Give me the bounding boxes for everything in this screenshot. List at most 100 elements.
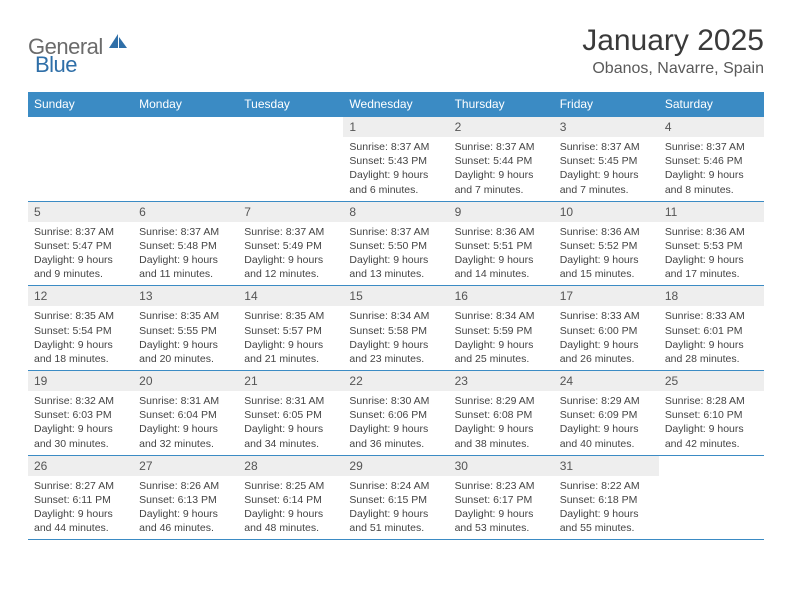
location: Obanos, Navarre, Spain <box>582 60 764 78</box>
day-number: 22 <box>343 371 448 391</box>
day-number: 10 <box>554 202 659 222</box>
day-cell: 7Sunrise: 8:37 AMSunset: 5:49 PMDaylight… <box>238 201 343 286</box>
logo-text-blue-wrap: Blue <box>34 52 77 78</box>
day-number: 4 <box>659 117 764 137</box>
logo-text-blue: Blue <box>35 52 77 77</box>
weekday-sunday: Sunday <box>28 92 133 117</box>
day-number: 25 <box>659 371 764 391</box>
day-cell: 21Sunrise: 8:31 AMSunset: 6:05 PMDayligh… <box>238 371 343 456</box>
day-info: Sunrise: 8:27 AMSunset: 6:11 PMDaylight:… <box>28 476 133 540</box>
day-cell: 18Sunrise: 8:33 AMSunset: 6:01 PMDayligh… <box>659 286 764 371</box>
empty-cell <box>28 117 133 202</box>
day-info: Sunrise: 8:30 AMSunset: 6:06 PMDaylight:… <box>343 391 448 455</box>
day-cell: 17Sunrise: 8:33 AMSunset: 6:00 PMDayligh… <box>554 286 659 371</box>
day-cell: 23Sunrise: 8:29 AMSunset: 6:08 PMDayligh… <box>449 371 554 456</box>
day-cell: 31Sunrise: 8:22 AMSunset: 6:18 PMDayligh… <box>554 455 659 540</box>
weekday-thursday: Thursday <box>449 92 554 117</box>
page: General January 2025 Obanos, Navarre, Sp… <box>0 0 792 560</box>
day-cell: 27Sunrise: 8:26 AMSunset: 6:13 PMDayligh… <box>133 455 238 540</box>
day-number: 16 <box>449 286 554 306</box>
day-info: Sunrise: 8:35 AMSunset: 5:57 PMDaylight:… <box>238 306 343 370</box>
day-number: 17 <box>554 286 659 306</box>
day-number: 23 <box>449 371 554 391</box>
day-info: Sunrise: 8:37 AMSunset: 5:48 PMDaylight:… <box>133 222 238 286</box>
day-cell: 15Sunrise: 8:34 AMSunset: 5:58 PMDayligh… <box>343 286 448 371</box>
day-cell: 11Sunrise: 8:36 AMSunset: 5:53 PMDayligh… <box>659 201 764 286</box>
month-title: January 2025 <box>582 24 764 58</box>
day-info: Sunrise: 8:24 AMSunset: 6:15 PMDaylight:… <box>343 476 448 540</box>
day-number: 3 <box>554 117 659 137</box>
day-number: 11 <box>659 202 764 222</box>
day-number: 19 <box>28 371 133 391</box>
weekday-wednesday: Wednesday <box>343 92 448 117</box>
weekday-saturday: Saturday <box>659 92 764 117</box>
day-cell: 24Sunrise: 8:29 AMSunset: 6:09 PMDayligh… <box>554 371 659 456</box>
weekday-monday: Monday <box>133 92 238 117</box>
day-info: Sunrise: 8:32 AMSunset: 6:03 PMDaylight:… <box>28 391 133 455</box>
day-info: Sunrise: 8:28 AMSunset: 6:10 PMDaylight:… <box>659 391 764 455</box>
day-cell: 5Sunrise: 8:37 AMSunset: 5:47 PMDaylight… <box>28 201 133 286</box>
day-cell: 10Sunrise: 8:36 AMSunset: 5:52 PMDayligh… <box>554 201 659 286</box>
day-info: Sunrise: 8:36 AMSunset: 5:53 PMDaylight:… <box>659 222 764 286</box>
day-number: 1 <box>343 117 448 137</box>
table-row: 12Sunrise: 8:35 AMSunset: 5:54 PMDayligh… <box>28 286 764 371</box>
day-cell: 1Sunrise: 8:37 AMSunset: 5:43 PMDaylight… <box>343 117 448 202</box>
day-cell: 2Sunrise: 8:37 AMSunset: 5:44 PMDaylight… <box>449 117 554 202</box>
day-cell: 8Sunrise: 8:37 AMSunset: 5:50 PMDaylight… <box>343 201 448 286</box>
day-cell: 16Sunrise: 8:34 AMSunset: 5:59 PMDayligh… <box>449 286 554 371</box>
day-info: Sunrise: 8:31 AMSunset: 6:04 PMDaylight:… <box>133 391 238 455</box>
day-info: Sunrise: 8:31 AMSunset: 6:05 PMDaylight:… <box>238 391 343 455</box>
day-cell: 6Sunrise: 8:37 AMSunset: 5:48 PMDaylight… <box>133 201 238 286</box>
calendar-body: 1Sunrise: 8:37 AMSunset: 5:43 PMDaylight… <box>28 117 764 540</box>
day-cell: 4Sunrise: 8:37 AMSunset: 5:46 PMDaylight… <box>659 117 764 202</box>
day-number: 26 <box>28 456 133 476</box>
day-cell: 20Sunrise: 8:31 AMSunset: 6:04 PMDayligh… <box>133 371 238 456</box>
day-cell: 14Sunrise: 8:35 AMSunset: 5:57 PMDayligh… <box>238 286 343 371</box>
day-info: Sunrise: 8:23 AMSunset: 6:17 PMDaylight:… <box>449 476 554 540</box>
day-info: Sunrise: 8:37 AMSunset: 5:44 PMDaylight:… <box>449 137 554 201</box>
day-info: Sunrise: 8:29 AMSunset: 6:08 PMDaylight:… <box>449 391 554 455</box>
weekday-friday: Friday <box>554 92 659 117</box>
empty-cell <box>133 117 238 202</box>
day-info: Sunrise: 8:37 AMSunset: 5:46 PMDaylight:… <box>659 137 764 201</box>
day-info: Sunrise: 8:35 AMSunset: 5:54 PMDaylight:… <box>28 306 133 370</box>
day-info: Sunrise: 8:33 AMSunset: 6:01 PMDaylight:… <box>659 306 764 370</box>
empty-cell <box>238 117 343 202</box>
weekday-tuesday: Tuesday <box>238 92 343 117</box>
day-number: 8 <box>343 202 448 222</box>
day-cell: 28Sunrise: 8:25 AMSunset: 6:14 PMDayligh… <box>238 455 343 540</box>
day-cell: 26Sunrise: 8:27 AMSunset: 6:11 PMDayligh… <box>28 455 133 540</box>
day-number: 20 <box>133 371 238 391</box>
day-number: 12 <box>28 286 133 306</box>
calendar-table: SundayMondayTuesdayWednesdayThursdayFrid… <box>28 92 764 540</box>
day-number: 9 <box>449 202 554 222</box>
day-info: Sunrise: 8:22 AMSunset: 6:18 PMDaylight:… <box>554 476 659 540</box>
day-info: Sunrise: 8:37 AMSunset: 5:43 PMDaylight:… <box>343 137 448 201</box>
day-cell: 22Sunrise: 8:30 AMSunset: 6:06 PMDayligh… <box>343 371 448 456</box>
day-number: 15 <box>343 286 448 306</box>
day-info: Sunrise: 8:34 AMSunset: 5:58 PMDaylight:… <box>343 306 448 370</box>
day-info: Sunrise: 8:35 AMSunset: 5:55 PMDaylight:… <box>133 306 238 370</box>
day-cell: 25Sunrise: 8:28 AMSunset: 6:10 PMDayligh… <box>659 371 764 456</box>
day-number: 5 <box>28 202 133 222</box>
day-info: Sunrise: 8:37 AMSunset: 5:47 PMDaylight:… <box>28 222 133 286</box>
day-cell: 29Sunrise: 8:24 AMSunset: 6:15 PMDayligh… <box>343 455 448 540</box>
day-number: 6 <box>133 202 238 222</box>
day-cell: 3Sunrise: 8:37 AMSunset: 5:45 PMDaylight… <box>554 117 659 202</box>
day-info: Sunrise: 8:25 AMSunset: 6:14 PMDaylight:… <box>238 476 343 540</box>
day-info: Sunrise: 8:36 AMSunset: 5:52 PMDaylight:… <box>554 222 659 286</box>
day-info: Sunrise: 8:37 AMSunset: 5:50 PMDaylight:… <box>343 222 448 286</box>
day-info: Sunrise: 8:37 AMSunset: 5:45 PMDaylight:… <box>554 137 659 201</box>
day-number: 31 <box>554 456 659 476</box>
table-row: 19Sunrise: 8:32 AMSunset: 6:03 PMDayligh… <box>28 371 764 456</box>
day-number: 13 <box>133 286 238 306</box>
logo-sail-icon <box>107 32 129 55</box>
day-info: Sunrise: 8:33 AMSunset: 6:00 PMDaylight:… <box>554 306 659 370</box>
day-info: Sunrise: 8:29 AMSunset: 6:09 PMDaylight:… <box>554 391 659 455</box>
day-info: Sunrise: 8:36 AMSunset: 5:51 PMDaylight:… <box>449 222 554 286</box>
calendar-header-row: SundayMondayTuesdayWednesdayThursdayFrid… <box>28 92 764 117</box>
header: General January 2025 Obanos, Navarre, Sp… <box>28 24 764 78</box>
day-number: 7 <box>238 202 343 222</box>
day-cell: 30Sunrise: 8:23 AMSunset: 6:17 PMDayligh… <box>449 455 554 540</box>
table-row: 26Sunrise: 8:27 AMSunset: 6:11 PMDayligh… <box>28 455 764 540</box>
